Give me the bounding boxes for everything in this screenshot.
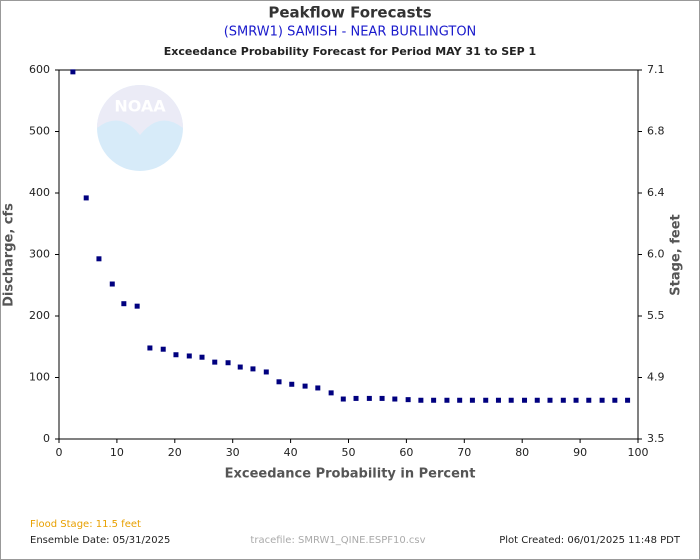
- x-tick-label: 40: [284, 446, 298, 459]
- point: [289, 381, 295, 387]
- y2-tick-label: 6.4: [647, 186, 665, 199]
- x-axis-label: Exceedance Probability in Percent: [225, 467, 476, 482]
- x-tick-label: 90: [573, 446, 587, 459]
- point: [353, 395, 359, 401]
- y-tick-label: 500: [29, 125, 50, 138]
- point: [160, 346, 166, 352]
- tracefile: tracefile: SMRW1_QINE.ESPF10.csv: [250, 535, 425, 546]
- x-tick-label: 10: [110, 446, 124, 459]
- point: [96, 256, 102, 262]
- point: [431, 397, 437, 403]
- point: [263, 369, 269, 375]
- point: [70, 69, 76, 75]
- x-tick-label: 80: [515, 446, 529, 459]
- point: [225, 360, 231, 366]
- point: [508, 397, 514, 403]
- x-tick-label: 100: [628, 446, 649, 459]
- point: [366, 395, 372, 401]
- point: [315, 385, 321, 391]
- y2-tick-label: 5.5: [647, 309, 665, 322]
- x-tick-label: 60: [399, 446, 413, 459]
- point: [121, 301, 127, 307]
- point: [418, 397, 424, 403]
- point: [469, 397, 475, 403]
- point: [573, 397, 579, 403]
- flood-stage: Flood Stage: 11.5 feet: [30, 519, 141, 530]
- x-tick-label: 20: [168, 446, 182, 459]
- point: [495, 397, 501, 403]
- point: [199, 354, 205, 360]
- y2-tick-label: 7.1: [647, 63, 665, 76]
- x-tick-label: 0: [56, 446, 63, 459]
- point: [534, 397, 540, 403]
- point: [444, 397, 450, 403]
- y-tick-label: 600: [29, 63, 50, 76]
- point: [599, 397, 605, 403]
- point: [483, 397, 489, 403]
- point: [237, 364, 243, 370]
- x-tick-label: 30: [226, 446, 240, 459]
- point: [457, 397, 463, 403]
- point: [250, 366, 256, 372]
- point: [560, 397, 566, 403]
- point: [83, 195, 89, 201]
- point: [147, 345, 153, 351]
- point: [134, 303, 140, 309]
- chart-title: Peakflow Forecasts: [268, 4, 431, 22]
- x-tick-label: 50: [342, 446, 356, 459]
- point: [522, 397, 528, 403]
- point: [612, 397, 618, 403]
- noaa-logo: NOAA: [97, 85, 183, 171]
- point: [276, 379, 282, 385]
- y2-tick-label: 6.8: [647, 125, 665, 138]
- plot-created: Plot Created: 06/01/2025 11:48 PDT: [499, 535, 681, 546]
- point: [186, 353, 192, 359]
- y-tick-label: 200: [29, 309, 50, 322]
- point: [212, 359, 218, 365]
- x-tick-label: 70: [457, 446, 471, 459]
- y-axis-label: Discharge, cfs: [2, 203, 17, 307]
- point: [625, 397, 631, 403]
- chart-subtitle: (SMRW1) SAMISH - NEAR BURLINGTON: [224, 25, 477, 40]
- point: [392, 396, 398, 402]
- y2-tick-label: 3.5: [647, 432, 665, 445]
- point: [547, 397, 553, 403]
- point: [586, 397, 592, 403]
- point: [302, 383, 308, 389]
- point: [173, 352, 179, 358]
- y-tick-label: 400: [29, 186, 50, 199]
- point: [109, 281, 115, 287]
- y-tick-label: 0: [43, 432, 50, 445]
- point: [405, 397, 411, 403]
- y2-axis-label: Stage, feet: [669, 214, 684, 295]
- y2-tick-label: 4.9: [647, 371, 665, 384]
- point: [379, 395, 385, 401]
- y2-tick-label: 6.0: [647, 248, 665, 261]
- y-tick-label: 300: [29, 248, 50, 261]
- ensemble-date: Ensemble Date: 05/31/2025: [30, 535, 170, 546]
- y-tick-label: 100: [29, 371, 50, 384]
- period-label: Exceedance Probability Forecast for Peri…: [164, 45, 536, 58]
- point: [340, 396, 346, 402]
- point: [328, 390, 334, 396]
- svg-text:NOAA: NOAA: [114, 97, 166, 116]
